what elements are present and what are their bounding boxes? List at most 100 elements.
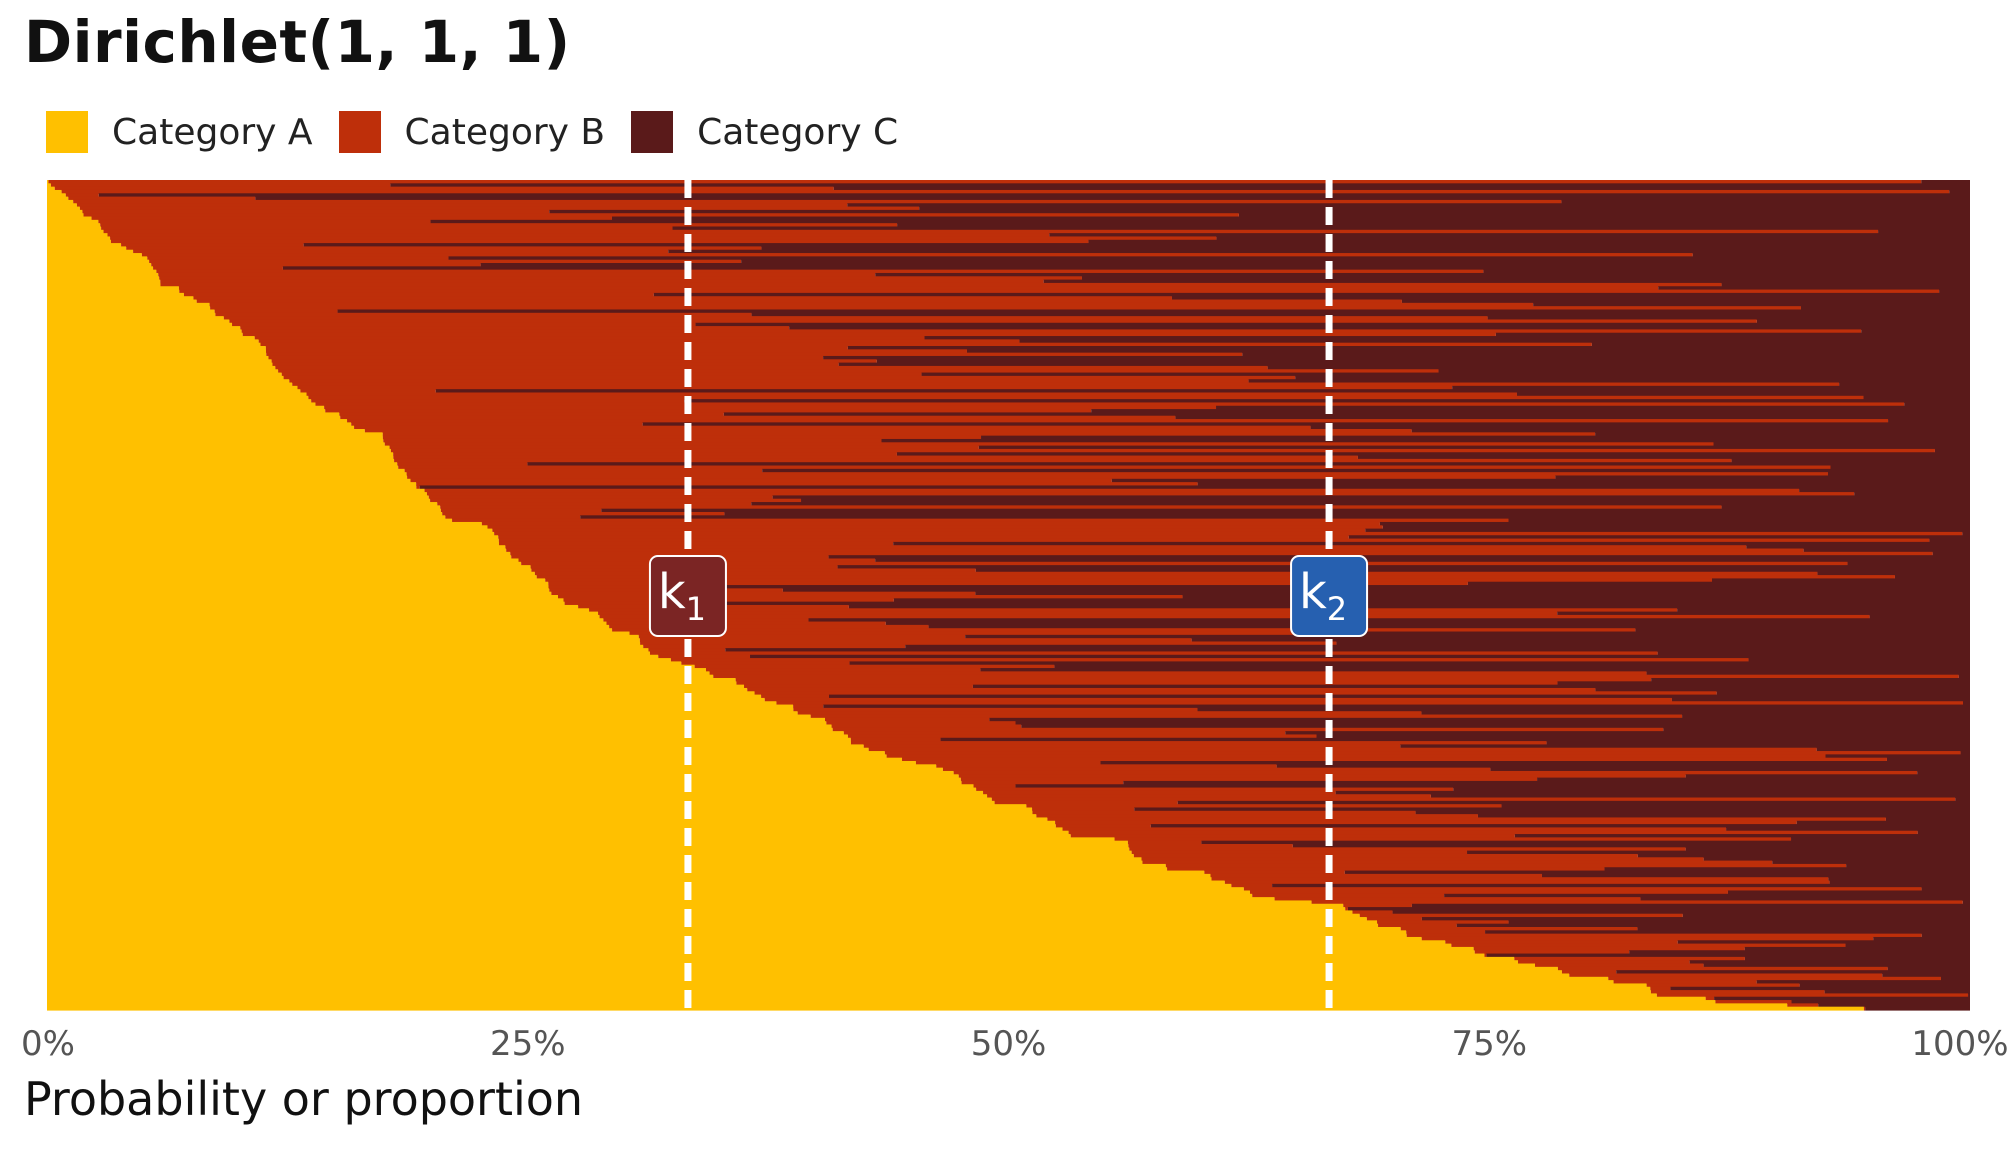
bar-segment-category-b [445, 515, 581, 520]
bar-segment-category-c [1818, 1003, 1970, 1008]
bar-segment-category-a [47, 704, 794, 709]
bar-segment-category-c [1285, 731, 1970, 736]
bar-segment-category-a [47, 515, 446, 520]
bar-segment-category-c [724, 512, 1971, 516]
bar-segment-category-a [47, 940, 1446, 945]
bar-segment-category-b [76, 203, 848, 208]
bar-segment-category-a [47, 790, 984, 795]
bar-segment-category-b [156, 269, 1484, 274]
bar-segment-category-c [1508, 518, 1970, 523]
bar-segment-category-b [1128, 844, 1293, 848]
bar-segment-category-a [47, 568, 532, 573]
bar-segment-category-b [670, 658, 1749, 662]
bar-segment-category-b [340, 415, 1176, 420]
bar-segment-category-b [832, 727, 1664, 732]
bar-segment-category-b [1141, 857, 1704, 862]
bar-segment-category-a [47, 694, 762, 699]
bar-segment-category-a [47, 654, 659, 659]
bar-segment-category-b [843, 731, 1286, 736]
bar-segment-category-b [311, 399, 685, 404]
bar-segment-category-a [47, 970, 1562, 975]
bar-segment-category-b [706, 668, 981, 672]
bar-segment-category-b [1114, 837, 1792, 842]
bar-segment-category-a [47, 389, 301, 394]
bar-segment-category-c [1335, 790, 1970, 795]
bar-segment-category-c [1791, 1000, 1970, 1004]
bar-segment-category-a [47, 883, 1232, 888]
bar-segment-category-c [1894, 575, 1970, 579]
bar-segment-category-a [47, 415, 341, 420]
bar-segment-category-a [47, 658, 671, 662]
bar-segment-category-b [364, 429, 1412, 433]
bar-segment-category-c [847, 346, 1970, 350]
bar-segment-category-c [1546, 741, 1970, 745]
bar-segment-category-b [598, 611, 1558, 616]
bar-segment-category-a [47, 475, 408, 480]
bar-segment-category-b [1036, 814, 1478, 819]
bar-segment-category-c [1887, 966, 1970, 971]
bar-segment-category-a [47, 744, 864, 749]
bar-segment-category-b [407, 475, 1556, 480]
bar-segment-category-b [1445, 940, 1678, 945]
bar-segment-category-a [47, 505, 441, 510]
bar-segment-category-b [1243, 887, 1922, 892]
bar-segment-category-c [580, 515, 1970, 520]
bar-segment-category-c [1015, 784, 1970, 789]
bar-segment-category-a [47, 365, 276, 370]
bar-segment-category-b [1068, 830, 1918, 835]
bar-segment-category-c [1968, 993, 1970, 998]
bar-segment-category-b [1406, 933, 1922, 938]
bar-segment-category-a [47, 462, 398, 467]
bar-segment-category-a [47, 369, 279, 374]
bar-segment-category-a [47, 628, 613, 633]
bar-segment-category-a [47, 960, 1519, 965]
bar-segment-category-c [823, 355, 1970, 360]
bar-segment-category-a [47, 395, 309, 400]
bar-segment-category-b [826, 721, 1016, 726]
bar-segment-category-a [47, 996, 1706, 1001]
bar-segment-category-b [1343, 903, 1412, 908]
bar-segment-category-b [283, 375, 1296, 380]
bar-segment-category-c [1400, 744, 1970, 749]
bar-segment-category-c [282, 266, 1970, 271]
bar-segment-category-c [1150, 824, 1970, 828]
bar-segment-category-c [1019, 339, 1970, 344]
bar-segment-category-b [487, 525, 1383, 530]
bar-segment-category-b [325, 409, 1092, 413]
bar-segment-category-b [1378, 923, 1457, 928]
bar-segment-category-a [47, 827, 1063, 832]
bar-segment-category-a [47, 814, 1037, 819]
bar-segment-category-c [1557, 611, 1970, 616]
bar-segment-category-b [1062, 827, 1727, 832]
bar-segment-category-c [1604, 867, 1970, 872]
bar-segment-category-c [966, 349, 1970, 354]
bar-segment-category-b [240, 326, 790, 330]
bar-segment-category-b [300, 389, 436, 394]
bar-segment-category-c [1021, 724, 1970, 729]
bar-segment-category-c [1111, 478, 1970, 483]
bar-segment-category-a [47, 289, 180, 294]
bar-segment-category-c [1216, 405, 1970, 410]
bar-segment-category-a [47, 485, 417, 490]
bar-segment-category-a [47, 930, 1407, 935]
bar-segment-category-a [47, 684, 745, 689]
bar-segment-category-c [823, 704, 1970, 709]
bar-segment-category-b [110, 239, 1089, 244]
bar-segment-category-a [47, 711, 798, 716]
bar-segment-category-b [973, 784, 1016, 789]
bar-segment-category-b [649, 651, 1658, 656]
bar-segment-category-c [1629, 950, 1970, 955]
bar-segment-category-a [47, 329, 242, 334]
bar-segment-category-c [723, 412, 1970, 417]
bar-segment-category-a [47, 917, 1367, 921]
bar-segment-category-a [47, 644, 644, 649]
bar-segment-category-c [1824, 990, 1970, 994]
bar-segment-category-b [382, 435, 982, 440]
bar-segment-category-b [884, 751, 1961, 755]
bar-segment-category-b [268, 355, 824, 360]
bar-segment-category-b [79, 206, 920, 211]
bar-segment-category-a [47, 349, 266, 354]
bar-segment-category-b [406, 472, 1829, 477]
bar-segment-category-c [1635, 628, 1970, 633]
bar-segment-category-a [47, 512, 443, 516]
